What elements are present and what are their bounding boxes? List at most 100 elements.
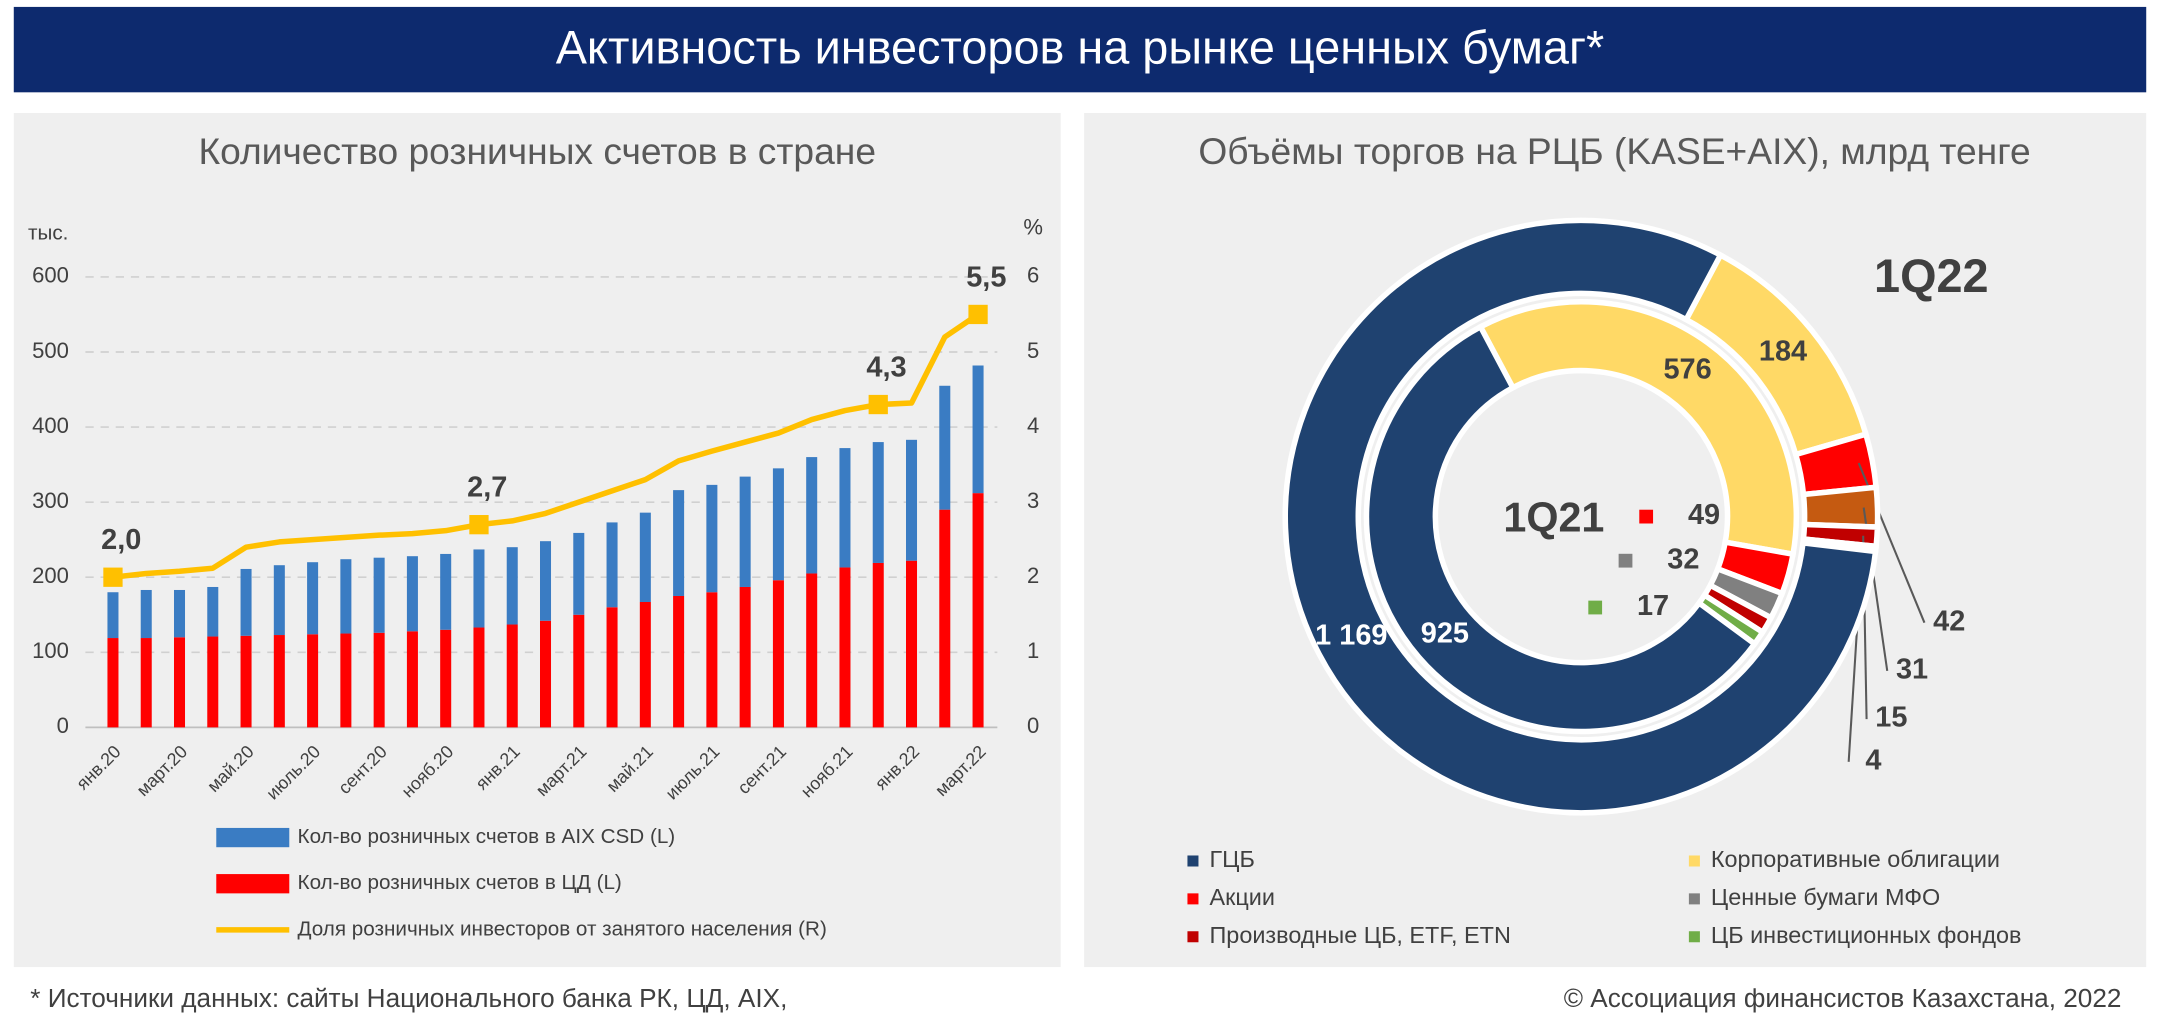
y-axis-unit: тыс. xyxy=(28,222,68,245)
y2-tick-label: 0 xyxy=(1027,713,1039,738)
y2-axis-unit: % xyxy=(1023,215,1043,240)
legend-label: Акции xyxy=(1209,884,1274,910)
y-tick-label: 500 xyxy=(32,338,69,363)
bar-segment xyxy=(540,541,552,621)
legend-label: ЦБ инвестиционных фондов xyxy=(1711,922,2022,948)
y2-tick-label: 3 xyxy=(1027,488,1039,513)
bar-segment xyxy=(140,638,152,728)
bar-segment xyxy=(440,629,452,728)
bar-segment xyxy=(473,549,485,628)
data-label: 4,3 xyxy=(866,351,906,383)
data-label: 925 xyxy=(1421,617,1469,649)
bar-segment xyxy=(307,634,319,728)
bar-segment xyxy=(173,589,186,638)
left-panel xyxy=(13,112,1061,968)
data-label: 31 xyxy=(1896,654,1928,686)
bar-segment xyxy=(440,553,452,630)
bar-segment xyxy=(639,601,651,728)
bar-segment xyxy=(806,457,818,574)
bar-segment xyxy=(972,365,984,494)
legend-label: Доля розничных инвесторов от занятого на… xyxy=(298,917,827,940)
bar-segment xyxy=(939,385,951,510)
bar-segment xyxy=(573,614,585,728)
bar-segment xyxy=(706,592,718,728)
line-marker xyxy=(103,567,123,587)
bar-segment xyxy=(706,484,718,593)
bar-segment xyxy=(906,439,918,561)
legend-swatch xyxy=(1187,931,1199,943)
data-label: 2,0 xyxy=(101,524,141,556)
legend-label: Кол-во розничных счетов в ЦД (L) xyxy=(298,871,622,894)
legend-label: Кол-во розничных счетов в AIX CSD (L) xyxy=(298,825,676,848)
donut-slice xyxy=(1476,298,1800,558)
bar-segment xyxy=(473,627,485,728)
legend-swatch xyxy=(1187,855,1199,867)
data-label: 4 xyxy=(1865,744,1881,776)
bar-segment xyxy=(839,448,851,568)
data-label: 49 xyxy=(1688,499,1720,531)
donut-slice xyxy=(1282,217,1879,816)
bar-segment xyxy=(606,522,618,608)
legend-label: Производные ЦБ, ETF, ETN xyxy=(1209,922,1510,948)
bar-segment xyxy=(772,580,784,728)
y-tick-label: 400 xyxy=(32,413,69,438)
y2-tick-label: 4 xyxy=(1027,413,1039,438)
bar-segment xyxy=(540,620,552,728)
bar-segment xyxy=(872,442,884,563)
bar-segment xyxy=(839,567,851,728)
bar-segment xyxy=(673,490,685,596)
bar-segment xyxy=(772,468,784,581)
line-marker xyxy=(469,515,489,535)
line-series xyxy=(112,312,980,580)
data-label: 32 xyxy=(1667,543,1699,575)
data-label: 576 xyxy=(1663,353,1711,385)
page-title: Активность инвесторов на рынке ценных бу… xyxy=(556,21,1605,73)
legend-swatch xyxy=(1688,893,1700,905)
bar-segment xyxy=(906,560,918,728)
copyright: © Ассоциация финансистов Казахстана, 202… xyxy=(1564,983,2122,1013)
bar-segment xyxy=(506,547,518,625)
legend-swatch xyxy=(1688,931,1700,943)
y-tick-label: 100 xyxy=(32,638,69,663)
data-label: 15 xyxy=(1875,702,1907,734)
legend-swatch xyxy=(216,874,290,894)
bar-segment xyxy=(107,638,119,728)
bar-segment xyxy=(140,589,152,639)
bar-segment xyxy=(373,632,385,728)
legend-label: Ценные бумаги МФО xyxy=(1711,884,1940,910)
bar-segment xyxy=(506,624,518,728)
legend-swatch xyxy=(216,827,290,848)
label-marker xyxy=(1618,553,1633,568)
bar-segment xyxy=(939,509,951,728)
legend-label: Корпоративные облигации xyxy=(1711,846,2000,872)
bar-segment xyxy=(573,532,585,615)
bar-segment xyxy=(340,633,352,728)
y-tick-label: 600 xyxy=(32,263,69,288)
label-marker xyxy=(1588,600,1603,615)
y-tick-label: 0 xyxy=(57,713,69,738)
data-label: 17 xyxy=(1637,590,1669,622)
y2-tick-label: 2 xyxy=(1027,563,1039,588)
bar-segment xyxy=(340,559,352,634)
right-title: Объёмы торгов на РЦБ (KASE+AIX), млрд те… xyxy=(1198,130,2030,172)
bar-segment xyxy=(373,557,385,633)
bar-segment xyxy=(806,573,818,728)
bar-segment xyxy=(207,586,219,637)
donut-slice xyxy=(1363,323,1759,735)
bar-segment xyxy=(606,607,618,728)
source-note: * Источники данных: сайты Национального … xyxy=(30,983,787,1013)
legend-swatch xyxy=(1187,893,1199,905)
y-tick-label: 200 xyxy=(32,563,69,588)
data-label: 1 169 xyxy=(1315,620,1387,652)
bar-segment xyxy=(107,592,119,639)
bar-segment xyxy=(273,635,285,728)
bar-segment xyxy=(173,637,186,728)
y-tick-label: 300 xyxy=(32,488,69,513)
line-marker xyxy=(868,394,888,415)
bar-segment xyxy=(207,636,219,728)
bar-segment xyxy=(673,595,685,728)
bar-segment xyxy=(972,493,984,728)
bar-segment xyxy=(739,586,751,728)
bar-segment xyxy=(406,631,418,728)
